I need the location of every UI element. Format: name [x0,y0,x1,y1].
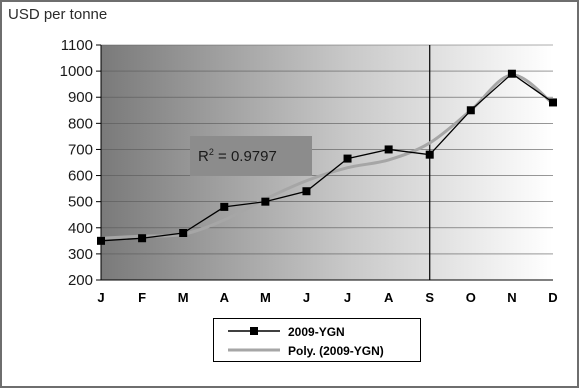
legend-swatch-series-1 [228,327,280,335]
y-tick-label: 800 [68,115,93,132]
data-point-2009-ygn [425,150,434,159]
x-tick-label: S [425,290,434,305]
r-squared-text: R2 = 0.9797 [198,147,277,165]
y-tick-label: 900 [68,89,93,106]
x-tick-label: A [220,290,230,305]
legend-entry-series-2: Poly. (2009-YGN) [214,342,420,360]
data-point-2009-ygn [261,197,270,206]
plot-area [101,45,553,280]
y-tick-label: 300 [68,246,93,263]
data-point-2009-ygn [466,106,475,115]
x-tick-label: J [97,290,104,305]
y-tick-label: 1100 [61,37,93,54]
y-tick-label: 700 [68,141,93,158]
y-tick-label: 400 [68,220,93,237]
x-tick-label: J [344,290,351,305]
data-point-2009-ygn [384,145,393,154]
y-tick-label: 500 [68,194,93,211]
legend-entry-series-1: 2009-YGN [214,323,420,341]
data-point-2009-ygn [549,98,557,107]
chart-legend: 2009-YGN Poly. (2009-YGN) [213,318,421,362]
x-tick-label: M [260,290,271,305]
x-tick-label: D [548,290,557,305]
x-tick-label: M [178,290,189,305]
y-tick-label: 600 [68,168,93,185]
x-tick-label: A [384,290,394,305]
x-tick-label: F [138,290,146,305]
x-tick-label: J [303,290,310,305]
data-point-2009-ygn [97,236,105,245]
data-point-2009-ygn [302,187,311,196]
x-tick-label: O [466,290,476,305]
legend-label-series-2: Poly. (2009-YGN) [288,344,384,358]
series-line-2009-ygn [100,72,554,242]
r-squared-annotation: R2 = 0.9797 [190,136,312,176]
x-tick-label: N [507,290,516,305]
legend-label-series-1: 2009-YGN [288,325,345,339]
data-point-2009-ygn [507,69,516,78]
data-point-2009-ygn [220,202,229,211]
data-point-2009-ygn [138,234,147,243]
y-axis-unit-label: USD per tonne [8,6,108,23]
legend-swatch-series-2 [228,348,280,352]
data-point-2009-ygn [179,229,188,237]
y-tick-label: 200 [68,272,93,289]
data-point-2009-ygn [343,154,352,163]
y-tick-label: 1000 [60,63,93,80]
